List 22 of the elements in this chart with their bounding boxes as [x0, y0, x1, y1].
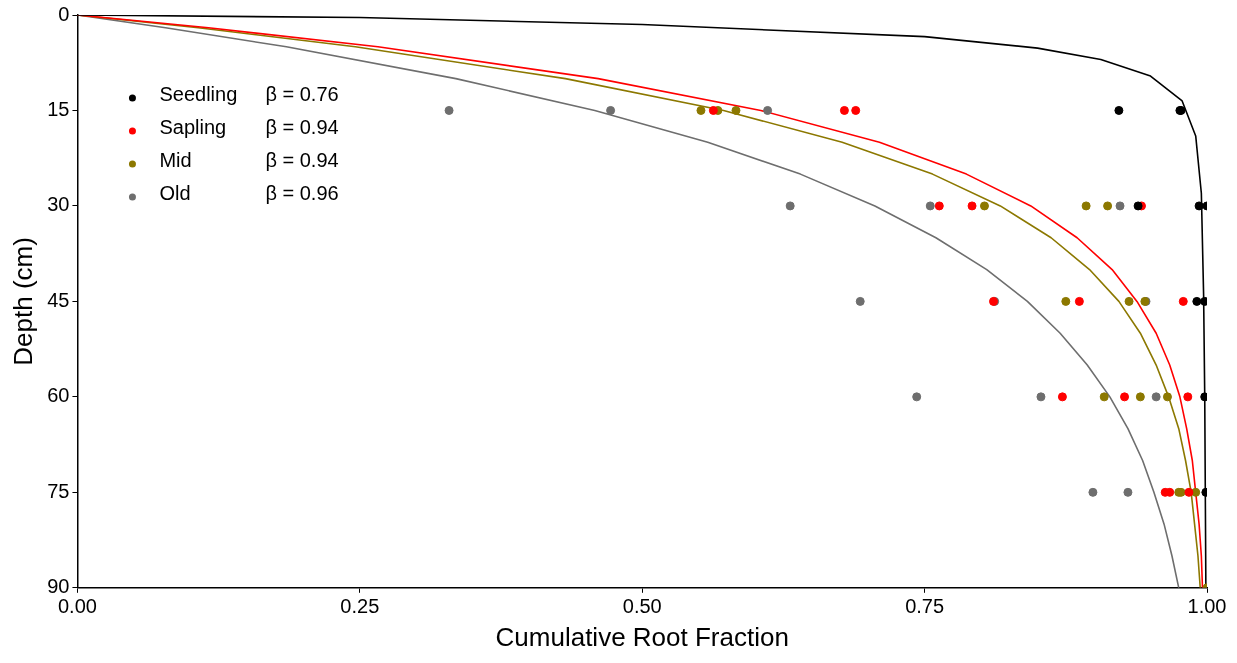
- x-tick-label: 0.50: [622, 595, 662, 618]
- annotation: β = 0.96: [265, 181, 339, 204]
- legend-label: Sapling: [159, 115, 227, 138]
- y-axis-title: Depth (cm): [7, 237, 38, 366]
- y-tick-label: 60: [47, 384, 70, 407]
- x-axis-title: Cumulative Root Fraction: [495, 621, 789, 652]
- y-tick-label: 30: [47, 193, 70, 216]
- x-tick-label: 1.00: [1187, 595, 1227, 618]
- x-tick-label: 0.00: [57, 595, 97, 618]
- x-tick-label: 0.75: [905, 595, 945, 618]
- legend-label: Old: [159, 181, 191, 204]
- y-tick-label: 45: [47, 288, 70, 311]
- legend-label: Mid: [159, 148, 192, 171]
- annotation: β = 0.94: [265, 148, 339, 171]
- annotation: β = 0.76: [265, 82, 339, 105]
- y-tick-label: 75: [47, 479, 70, 502]
- y-tick-label: 90: [47, 575, 70, 598]
- y-tick-label: 15: [47, 97, 70, 120]
- legend-label: Seedling: [159, 82, 238, 105]
- annotation: β = 0.94: [265, 115, 339, 138]
- x-tick-label: 0.25: [340, 595, 380, 618]
- y-tick-label: 0: [58, 2, 70, 25]
